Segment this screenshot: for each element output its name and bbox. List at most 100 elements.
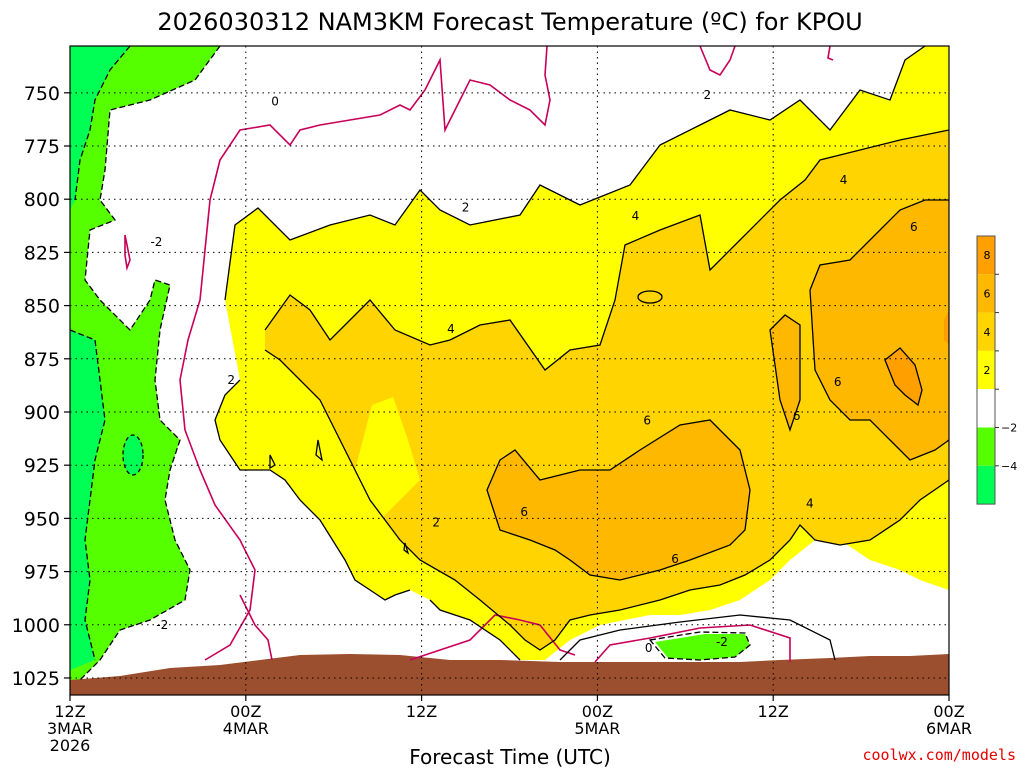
chart-title: 2026030312 NAM3KM Forecast Temperature (… [157, 8, 862, 36]
legend-label: −2 [1001, 422, 1017, 435]
contour-neg2-surface [648, 631, 751, 661]
contour-2 [224, 45, 926, 301]
fill-yellow-hole [348, 397, 420, 548]
contour-label: -2 [156, 618, 168, 632]
fill-deep-orange-small [770, 315, 800, 430]
fill-green-dark-left-2 [70, 330, 105, 670]
contour-label: 6 [671, 552, 679, 566]
legend-swatch [977, 274, 995, 313]
contour-label: 0 [271, 94, 279, 108]
contour-label: 4 [447, 322, 455, 336]
contour-small-loop [637, 290, 663, 304]
zero-line-lower [409, 614, 576, 661]
contour-neg4-blob [122, 434, 144, 476]
x-tick-label: 00Z [933, 702, 964, 721]
contour-tiny-3 [403, 542, 410, 555]
x-tick-label: 00Z [582, 702, 613, 721]
x-tick-label: 00Z [230, 702, 261, 721]
fill-deep-orange-center [487, 420, 750, 580]
contour-label: 2 [227, 373, 235, 387]
zero-line-top-right-2 [827, 45, 834, 61]
x-tick-label: 12Z [54, 702, 85, 721]
contour-4-lower [264, 349, 950, 651]
legend-swatch [977, 236, 995, 275]
fill-green-dark-left [70, 46, 130, 210]
legend-swatch [977, 427, 995, 466]
x-tick-label: 6MAR [926, 719, 972, 738]
contour-label: 4 [806, 496, 814, 510]
temperature-fill-regions [70, 46, 949, 695]
credit-link[interactable]: coolwx.com/models [862, 746, 1016, 764]
x-tick-label: 12Z [406, 702, 437, 721]
contour-6-center [486, 419, 751, 581]
zero-line-top-right [699, 45, 736, 77]
y-tick-label: 825 [24, 242, 60, 264]
contour-label: -2 [716, 635, 728, 649]
legend-swatch [977, 389, 995, 428]
x-tick-label: 3MAR [47, 719, 93, 738]
contour-neg2-left [79, 45, 221, 681]
fill-green-dark-blob [123, 435, 143, 475]
y-tick-label: 900 [24, 402, 60, 424]
contour-label: -2 [150, 235, 162, 249]
contour-label: 6 [834, 375, 842, 389]
fill-orange [265, 130, 949, 650]
contour-4-upper [264, 129, 950, 371]
y-tick-label: 800 [24, 189, 60, 211]
contour-label: 0 [645, 641, 653, 655]
x-tick-label: 12Z [758, 702, 789, 721]
x-tick-label: 2026 [50, 736, 91, 755]
contour-2-lower [429, 599, 521, 661]
legend-label: 4 [984, 326, 991, 339]
contour-6-small [769, 314, 801, 433]
fill-gt8-edge [944, 310, 949, 345]
contour-2-left [214, 379, 411, 601]
y-tick-label: 775 [24, 136, 60, 158]
contour-label: 6 [643, 414, 651, 428]
legend-label: 2 [984, 364, 991, 377]
y-tick-label: 950 [24, 508, 60, 530]
contour-label: 6 [910, 220, 918, 234]
contour-tiny-1 [315, 439, 323, 462]
x-tick-label: 5MAR [574, 719, 620, 738]
y-tick-label: 750 [24, 83, 60, 105]
y-tick-label: 925 [24, 455, 60, 477]
x-tick-label: 4MAR [223, 719, 269, 738]
ground-terrain [70, 654, 949, 695]
contour-labels: 0 2 -2 2 4 4 6 4 2 6 6 6 4 6 2 6 -2 0 -2 [150, 88, 917, 655]
zero-isotherms [124, 45, 834, 663]
fill-green-left [70, 46, 220, 690]
zero-line-main [179, 45, 551, 661]
plot-frame [69, 45, 950, 696]
color-legend: 8 6 4 2 −2 −4 [976, 235, 1017, 505]
isotherm-contours [69, 45, 950, 681]
legend-label: −4 [1001, 460, 1017, 473]
contour-tiny-2 [269, 454, 276, 470]
contour-8 [884, 347, 923, 407]
fill-gt8 [885, 348, 922, 405]
contour-label: 6 [793, 409, 801, 423]
fill-green-surface-2 [655, 634, 750, 660]
y-tick-label: 1000 [12, 615, 60, 637]
zero-line-lower-left [239, 594, 273, 661]
contour-label: 6 [520, 505, 528, 519]
legend-swatch [977, 350, 995, 390]
y-axis: 750 775 800 825 850 875 900 925 950 975 1000 1025 [12, 83, 70, 690]
legend-swatch [977, 312, 995, 351]
y-tick-label: 875 [24, 349, 60, 371]
contour-6-right [809, 199, 950, 461]
contour-surface [559, 614, 836, 661]
legend-frame [976, 235, 996, 505]
contour-neg4-left-2 [69, 329, 106, 661]
x-axis-title: Forecast Time (UTC) [409, 745, 611, 768]
y-tick-label: 975 [24, 562, 60, 584]
contour-label: 4 [840, 173, 848, 187]
legend-label: 6 [984, 287, 991, 300]
y-tick-label: 850 [24, 296, 60, 318]
zero-line-island [124, 234, 131, 272]
zero-line-surface [594, 624, 791, 663]
contour-label: 2 [432, 516, 440, 530]
contour-label: 2 [703, 88, 711, 102]
